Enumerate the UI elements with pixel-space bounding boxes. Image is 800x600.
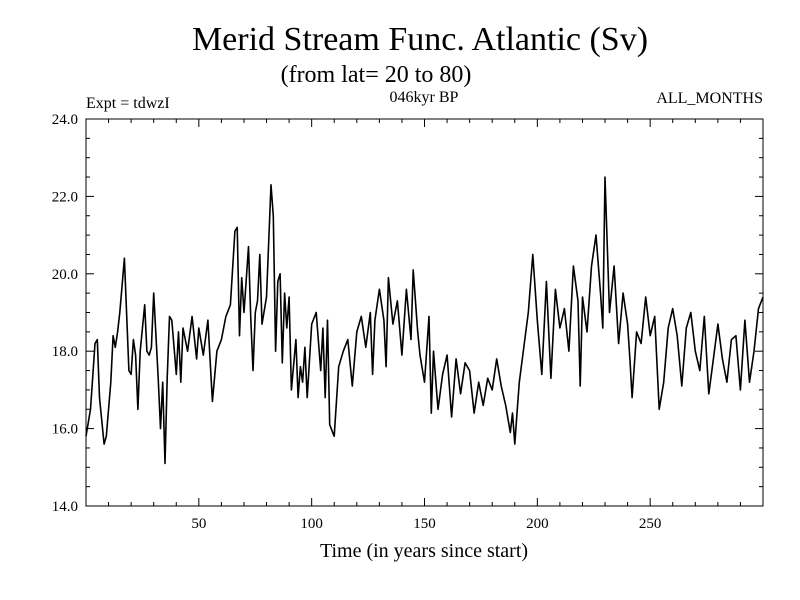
series-line xyxy=(85,176,764,465)
x-tick-labels: 50 100 150 200 250 xyxy=(191,516,661,532)
x-tick-label: 200 xyxy=(526,516,549,532)
chart-subtitle: (from lat= 20 to 80) xyxy=(281,62,472,88)
experiment-label: Expt = tdwzI xyxy=(86,95,170,112)
y-tick-label: 16.0 xyxy=(52,422,78,438)
x-axis-label: Time (in years since start) xyxy=(320,540,528,562)
period-label: 046kyr BP xyxy=(390,89,459,106)
chart-title: Merid Stream Func. Atlantic (Sv) xyxy=(192,21,648,58)
months-label: ALL_MONTHS xyxy=(656,90,763,107)
y-tick-label: 18.0 xyxy=(52,344,78,360)
x-tick-label: 250 xyxy=(639,516,662,532)
y-tick-label: 20.0 xyxy=(52,267,78,283)
x-tick-label: 50 xyxy=(191,516,206,532)
x-tick-label: 100 xyxy=(300,516,323,532)
y-tick-label: 22.0 xyxy=(52,189,78,205)
axis-ticks xyxy=(86,118,763,507)
y-tick-label: 14.0 xyxy=(52,499,78,515)
plot-frame xyxy=(85,118,764,507)
series-group xyxy=(85,176,764,465)
x-tick-label: 150 xyxy=(413,516,436,532)
y-tick-labels: 14.0 16.0 18.0 20.0 22.0 24.0 xyxy=(52,112,78,515)
y-tick-label: 24.0 xyxy=(52,112,78,128)
